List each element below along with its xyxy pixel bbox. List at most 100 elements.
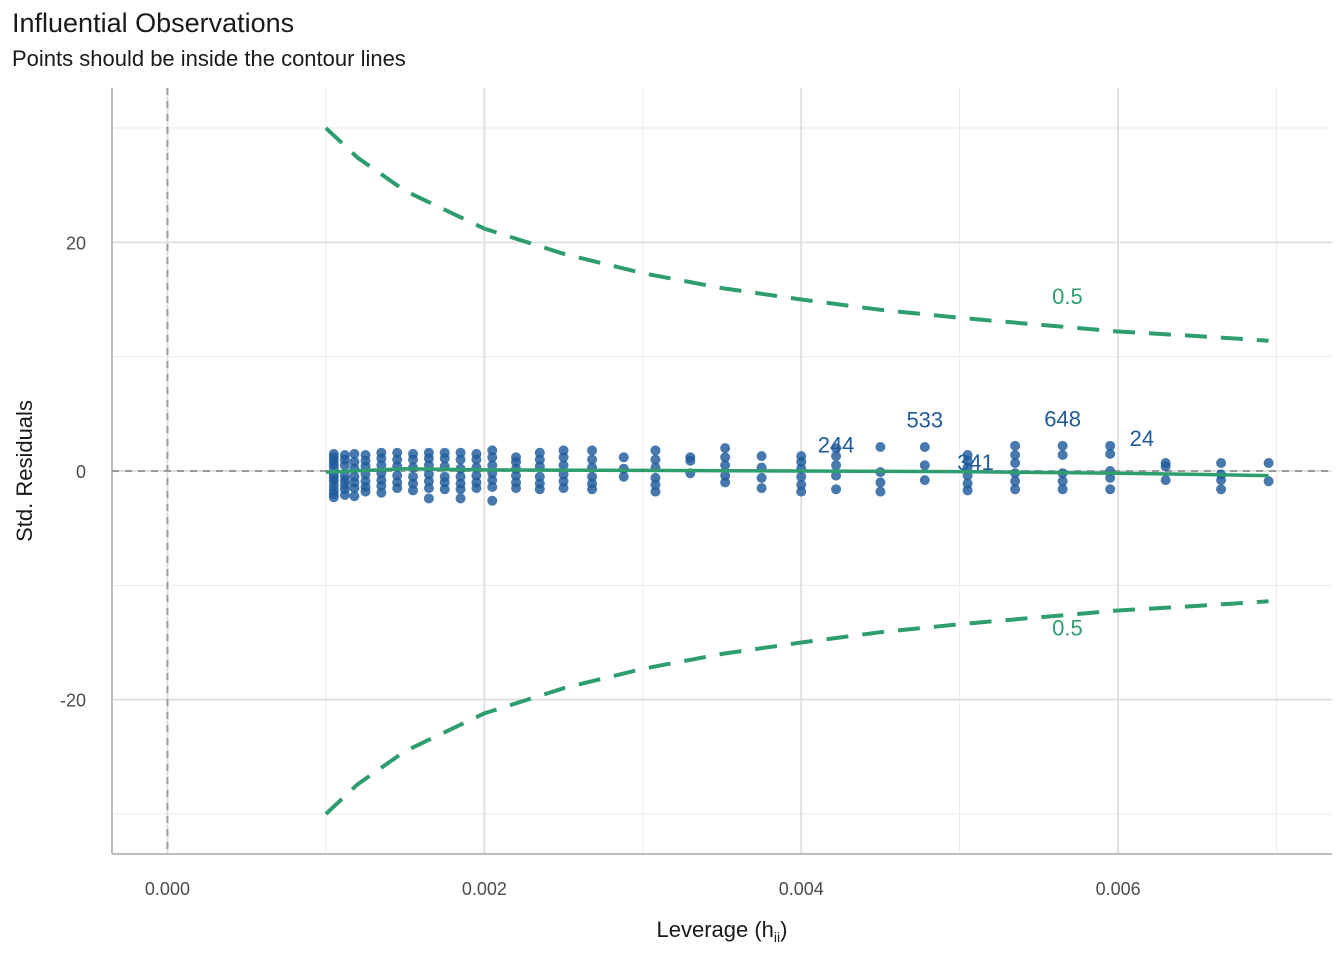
data-point xyxy=(423,469,434,480)
data-point xyxy=(408,478,419,489)
data-point xyxy=(423,483,434,494)
data-point xyxy=(423,493,434,504)
data-point xyxy=(376,487,387,498)
data-point xyxy=(376,480,387,491)
data-point xyxy=(875,486,886,497)
data-point xyxy=(349,456,360,467)
data-point xyxy=(587,445,598,456)
data-point xyxy=(1010,440,1021,451)
data-point xyxy=(875,441,886,452)
data-point xyxy=(650,479,661,490)
data-point xyxy=(534,471,545,482)
x-axis-title: Leverage (hii) xyxy=(657,917,788,945)
data-point xyxy=(796,471,807,482)
data-point xyxy=(919,441,930,452)
contour-lower-line xyxy=(324,599,1269,816)
data-point xyxy=(1105,484,1116,495)
data-point xyxy=(339,490,350,501)
data-point xyxy=(962,455,973,466)
contour-upper-label: 0.5 xyxy=(1052,284,1083,309)
data-point xyxy=(408,485,419,496)
data-point xyxy=(558,469,569,480)
data-point xyxy=(511,483,522,494)
data-point xyxy=(962,478,973,489)
data-point xyxy=(471,454,482,465)
x-tick-label: 0.002 xyxy=(462,879,507,899)
data-point xyxy=(587,471,598,482)
data-point xyxy=(796,456,807,467)
data-point xyxy=(796,486,807,497)
data-point xyxy=(1057,449,1068,460)
data-point xyxy=(618,471,629,482)
data-point xyxy=(650,454,661,465)
data-point xyxy=(618,452,629,463)
contour-upper-line xyxy=(324,126,1269,343)
data-point xyxy=(487,460,498,471)
data-point xyxy=(439,453,450,464)
data-point xyxy=(487,445,498,456)
data-point xyxy=(587,484,598,495)
data-point xyxy=(1105,448,1116,459)
data-point xyxy=(1216,475,1227,486)
data-point xyxy=(796,479,807,490)
data-point xyxy=(919,475,930,486)
data-point xyxy=(875,477,886,488)
data-point xyxy=(392,454,403,465)
data-point xyxy=(1057,484,1068,495)
data-point xyxy=(831,484,842,495)
data-point xyxy=(919,460,930,471)
data-point xyxy=(1263,457,1274,468)
data-point xyxy=(487,495,498,506)
data-point xyxy=(376,453,387,464)
point-label: 533 xyxy=(906,408,943,433)
chart-title: Influential Observations xyxy=(12,8,295,38)
data-point xyxy=(511,456,522,467)
data-point xyxy=(1263,476,1274,487)
data-point xyxy=(558,445,569,456)
contour-lower-label: 0.5 xyxy=(1052,616,1083,641)
data-point xyxy=(756,483,767,494)
data-point xyxy=(487,475,498,486)
data-point xyxy=(408,454,419,465)
data-point xyxy=(423,476,434,487)
data-point xyxy=(455,471,466,482)
data-point xyxy=(558,483,569,494)
data-point xyxy=(587,454,598,465)
point-label: 648 xyxy=(1044,406,1081,431)
data-point xyxy=(439,477,450,488)
data-point xyxy=(558,452,569,463)
data-point xyxy=(720,460,731,471)
data-point xyxy=(439,484,450,495)
data-point xyxy=(1010,457,1021,468)
point-label: 341 xyxy=(957,450,994,475)
data-point xyxy=(423,453,434,464)
data-point xyxy=(339,460,350,471)
data-point xyxy=(558,476,569,487)
data-point xyxy=(392,447,403,458)
data-point xyxy=(408,471,419,482)
data-point xyxy=(831,460,842,471)
data-point xyxy=(349,483,360,494)
y-tick-label: -20 xyxy=(60,691,86,711)
data-point xyxy=(650,445,661,456)
y-tick-label: 20 xyxy=(66,233,86,253)
data-point xyxy=(720,452,731,463)
data-point xyxy=(534,454,545,465)
data-point xyxy=(1010,449,1021,460)
data-point xyxy=(831,443,842,454)
x-tick-label: 0.004 xyxy=(779,879,824,899)
chart-subtitle: Points should be inside the contour line… xyxy=(12,46,406,71)
x-tick-label: 0.000 xyxy=(145,879,190,899)
data-point xyxy=(487,452,498,463)
data-point xyxy=(349,448,360,459)
data-point xyxy=(756,472,767,483)
data-point xyxy=(1216,484,1227,495)
data-point xyxy=(1057,440,1068,451)
data-point xyxy=(756,451,767,462)
data-point xyxy=(349,491,360,502)
data-point xyxy=(328,492,339,503)
data-point xyxy=(455,447,466,458)
data-point xyxy=(455,493,466,504)
data-point xyxy=(534,484,545,495)
data-point xyxy=(1010,476,1021,487)
